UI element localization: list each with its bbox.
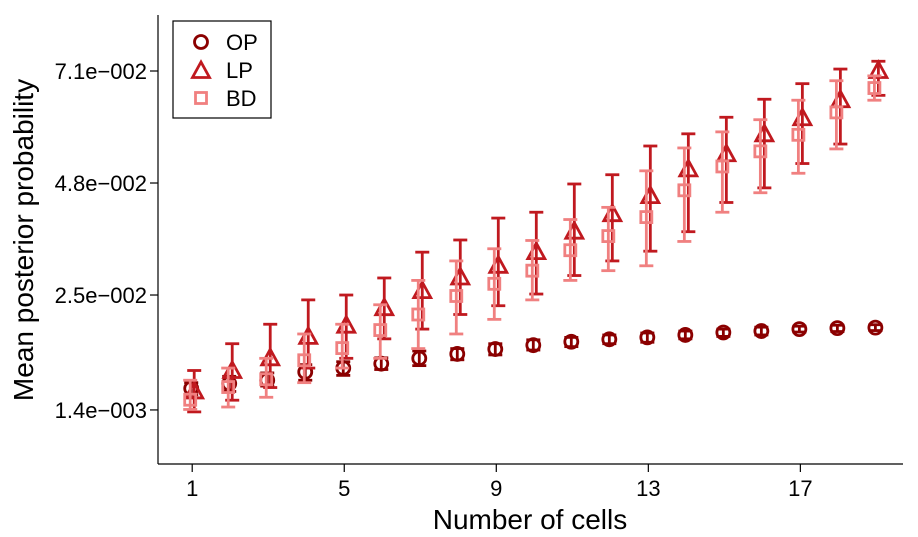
data-point-bd xyxy=(525,263,540,278)
x-axis-title: Number of cells xyxy=(433,504,628,535)
x-ticks: 1 5 9 13 17 xyxy=(186,464,813,501)
y-tick-label: 7.1e−002 xyxy=(55,59,147,84)
data-point-op xyxy=(639,329,656,346)
legend-label-lp: LP xyxy=(226,58,253,83)
y-tick-label: 2.5e−002 xyxy=(55,283,147,308)
legend-marker-op xyxy=(193,34,209,50)
data-point-bd xyxy=(753,144,768,159)
data-point-bd xyxy=(639,210,654,224)
y-axis-title: Mean posterior probability xyxy=(8,79,39,401)
data-point-op xyxy=(715,324,732,341)
series-lp xyxy=(183,59,890,414)
data-point-op xyxy=(411,350,428,367)
legend-marker-lp xyxy=(190,59,212,79)
series-op xyxy=(183,319,884,397)
data-point-bd xyxy=(259,372,274,387)
plot-area xyxy=(183,59,890,414)
x-tick-label: 1 xyxy=(186,476,198,501)
data-point-bd xyxy=(183,392,198,407)
data-point-bd xyxy=(563,243,578,258)
data-point-bd xyxy=(373,323,388,337)
data-point-op xyxy=(525,337,542,354)
data-point-op xyxy=(563,333,580,350)
data-point-bd xyxy=(335,341,350,355)
data-point-op xyxy=(867,319,884,336)
axes xyxy=(157,15,903,465)
data-point-op xyxy=(677,327,694,343)
x-tick-label: 9 xyxy=(490,476,502,501)
series-bd xyxy=(183,74,882,411)
data-point-bd xyxy=(791,127,806,142)
data-point-bd xyxy=(221,380,236,394)
data-point-bd xyxy=(601,229,616,243)
legend: OP LP BD xyxy=(172,20,272,119)
data-point-op xyxy=(753,323,770,339)
x-tick-label: 17 xyxy=(788,476,812,501)
data-point-bd xyxy=(449,289,464,303)
data-point-op xyxy=(601,331,618,348)
data-point-op xyxy=(487,341,504,357)
data-point-op xyxy=(449,346,466,362)
legend-label-bd: BD xyxy=(226,86,257,111)
legend-marker-bd xyxy=(194,91,208,105)
data-point-bd xyxy=(297,353,312,368)
data-point-op xyxy=(829,320,846,337)
data-point-bd xyxy=(487,276,502,291)
data-point-bd xyxy=(829,105,844,120)
legend-label-op: OP xyxy=(226,30,258,55)
y-tick-label: 4.8e−002 xyxy=(55,171,147,196)
data-point-op xyxy=(791,321,808,338)
data-point-bd xyxy=(411,307,426,322)
legend-box xyxy=(172,20,272,119)
data-point-bd xyxy=(867,81,882,95)
y-tick-label: 1.4e−003 xyxy=(55,398,147,423)
y-ticks: 1.4e−003 2.5e−002 4.8e−002 7.1e−002 xyxy=(55,59,158,423)
data-point-bd xyxy=(715,159,730,174)
data-point-lp xyxy=(867,59,890,79)
data-point-bd xyxy=(677,183,692,198)
x-tick-label: 5 xyxy=(338,476,350,501)
x-tick-label: 13 xyxy=(636,476,660,501)
